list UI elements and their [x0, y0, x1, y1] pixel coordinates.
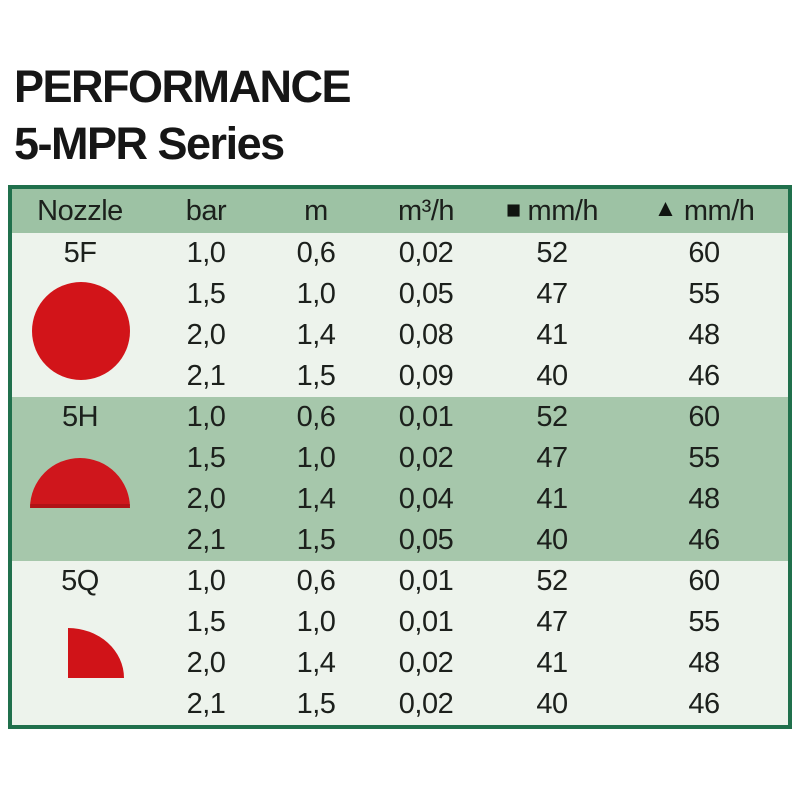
header-m3h: m³/h	[398, 194, 455, 227]
cell-5h-r2-m: 1,0	[296, 442, 336, 474]
cell-5h-r1-sq: 52	[536, 401, 568, 433]
cell-5q-r3-m: 1,4	[296, 647, 336, 679]
cell-5h-r2-bar: 1,5	[186, 442, 226, 474]
nozzle-label-5q: 5Q	[61, 565, 99, 597]
cell-5f-r1-tri: 60	[688, 237, 720, 269]
cell-5f-r2-sq: 47	[536, 278, 568, 310]
title-line-performance: PERFORMANCE	[14, 61, 352, 112]
cell-5f-r3-bar: 2,0	[186, 319, 226, 351]
cell-5f-r3-m: 1,4	[296, 319, 336, 351]
cell-5f-r2-m: 1,0	[296, 278, 336, 310]
header-square-unit-label: mm/h	[527, 194, 599, 227]
nozzle-label-5h: 5H	[61, 401, 99, 433]
nozzle-cell-5f: 5F	[12, 233, 148, 397]
header-m: m	[304, 194, 328, 227]
cell-5q-r1-m3h: 0,01	[398, 565, 454, 597]
triangle-icon: ▲	[653, 195, 678, 222]
square-icon: ■	[505, 195, 521, 224]
cell-5q-r4-sq: 40	[536, 688, 568, 720]
cell-5f-r2-m3h: 0,05	[398, 278, 454, 310]
cell-5q-r3-sq: 41	[536, 647, 568, 679]
cell-5f-r1-sq: 52	[536, 237, 568, 269]
cell-5h-r2-tri: 55	[688, 442, 720, 474]
nozzle-label-5f: 5F	[63, 237, 97, 269]
section-5q: 5Q 1,0 0,6 0,01 52 60 1,5 1,0 0,01 47 55…	[12, 561, 788, 725]
cell-5q-r4-bar: 2,1	[186, 688, 226, 720]
cell-5q-r2-bar: 1,5	[186, 606, 226, 638]
cell-5h-r3-sq: 41	[536, 483, 568, 515]
half-circle-nozzle-icon	[30, 458, 130, 508]
cell-5h-r3-bar: 2,0	[186, 483, 226, 515]
cell-5q-r2-m3h: 0,01	[398, 606, 454, 638]
cell-5f-r1-m3h: 0,02	[398, 237, 454, 269]
title-line-series: 5-MPR Series	[14, 118, 285, 169]
cell-5h-r1-m3h: 0,01	[398, 401, 454, 433]
nozzle-cell-5h: 5H	[12, 397, 148, 561]
cell-5q-r2-m: 1,0	[296, 606, 336, 638]
cell-5q-r4-m: 1,5	[296, 688, 336, 720]
page-title: PERFORMANCE 5-MPR Series	[14, 58, 352, 172]
cell-5h-r1-tri: 60	[688, 401, 720, 433]
cell-5h-r4-bar: 2,1	[186, 524, 226, 556]
cell-5h-r1-m: 0,6	[296, 401, 336, 433]
cell-5f-r3-tri: 48	[688, 319, 720, 351]
cell-5f-r1-bar: 1,0	[186, 237, 226, 269]
cell-5f-r2-bar: 1,5	[186, 278, 226, 310]
cell-5h-r1-bar: 1,0	[186, 401, 226, 433]
cell-5q-r1-tri: 60	[688, 565, 720, 597]
cell-5q-r1-bar: 1,0	[186, 565, 226, 597]
cell-5f-r4-bar: 2,1	[186, 360, 226, 392]
cell-5q-r1-m: 0,6	[296, 565, 336, 597]
cell-5q-r2-tri: 55	[688, 606, 720, 638]
cell-5q-r3-tri: 48	[688, 647, 720, 679]
cell-5h-r2-sq: 47	[536, 442, 568, 474]
cell-5q-r1-sq: 52	[536, 565, 568, 597]
cell-5h-r4-sq: 40	[536, 524, 568, 556]
cell-5f-r2-tri: 55	[688, 278, 720, 310]
cell-5q-r4-m3h: 0,02	[398, 688, 454, 720]
cell-5f-r4-m3h: 0,09	[398, 360, 454, 392]
cell-5q-r2-sq: 47	[536, 606, 568, 638]
header-nozzle: Nozzle	[37, 194, 123, 227]
cell-5f-r4-sq: 40	[536, 360, 568, 392]
cell-5h-r3-m3h: 0,04	[398, 483, 454, 515]
quarter-circle-nozzle-icon	[68, 628, 124, 678]
full-circle-nozzle-icon	[32, 282, 130, 380]
nozzle-cell-5q: 5Q	[12, 561, 148, 725]
cell-5h-r4-tri: 46	[688, 524, 720, 556]
section-5f: 5F 1,0 0,6 0,02 52 60 1,5 1,0 0,05 47 55…	[12, 233, 788, 397]
cell-5f-r4-tri: 46	[688, 360, 720, 392]
cell-5f-r3-sq: 41	[536, 319, 568, 351]
cell-5h-r2-m3h: 0,02	[398, 442, 454, 474]
section-5h: 5H 1,0 0,6 0,01 52 60 1,5 1,0 0,02 47 55…	[12, 397, 788, 561]
cell-5q-r3-m3h: 0,02	[398, 647, 454, 679]
cell-5f-r4-m: 1,5	[296, 360, 336, 392]
header-triangle-mmh: ▲ mm/h	[620, 189, 788, 233]
cell-5h-r4-m: 1,5	[296, 524, 336, 556]
cell-5q-r4-tri: 46	[688, 688, 720, 720]
cell-5f-r1-m: 0,6	[296, 237, 336, 269]
cell-5h-r3-m: 1,4	[296, 483, 336, 515]
cell-5f-r3-m3h: 0,08	[398, 319, 454, 351]
header-square-mmh: ■ mm/h	[484, 189, 620, 233]
header-triangle-unit-label: mm/h	[683, 194, 755, 227]
header-bar: bar	[185, 194, 227, 227]
table-header-row: Nozzle bar m m³/h ■ mm/h ▲ mm/h	[12, 189, 788, 233]
performance-table: Nozzle bar m m³/h ■ mm/h ▲ mm/h 5F 1,0 0…	[8, 185, 792, 729]
cell-5q-r3-bar: 2,0	[186, 647, 226, 679]
cell-5h-r3-tri: 48	[688, 483, 720, 515]
cell-5h-r4-m3h: 0,05	[398, 524, 454, 556]
